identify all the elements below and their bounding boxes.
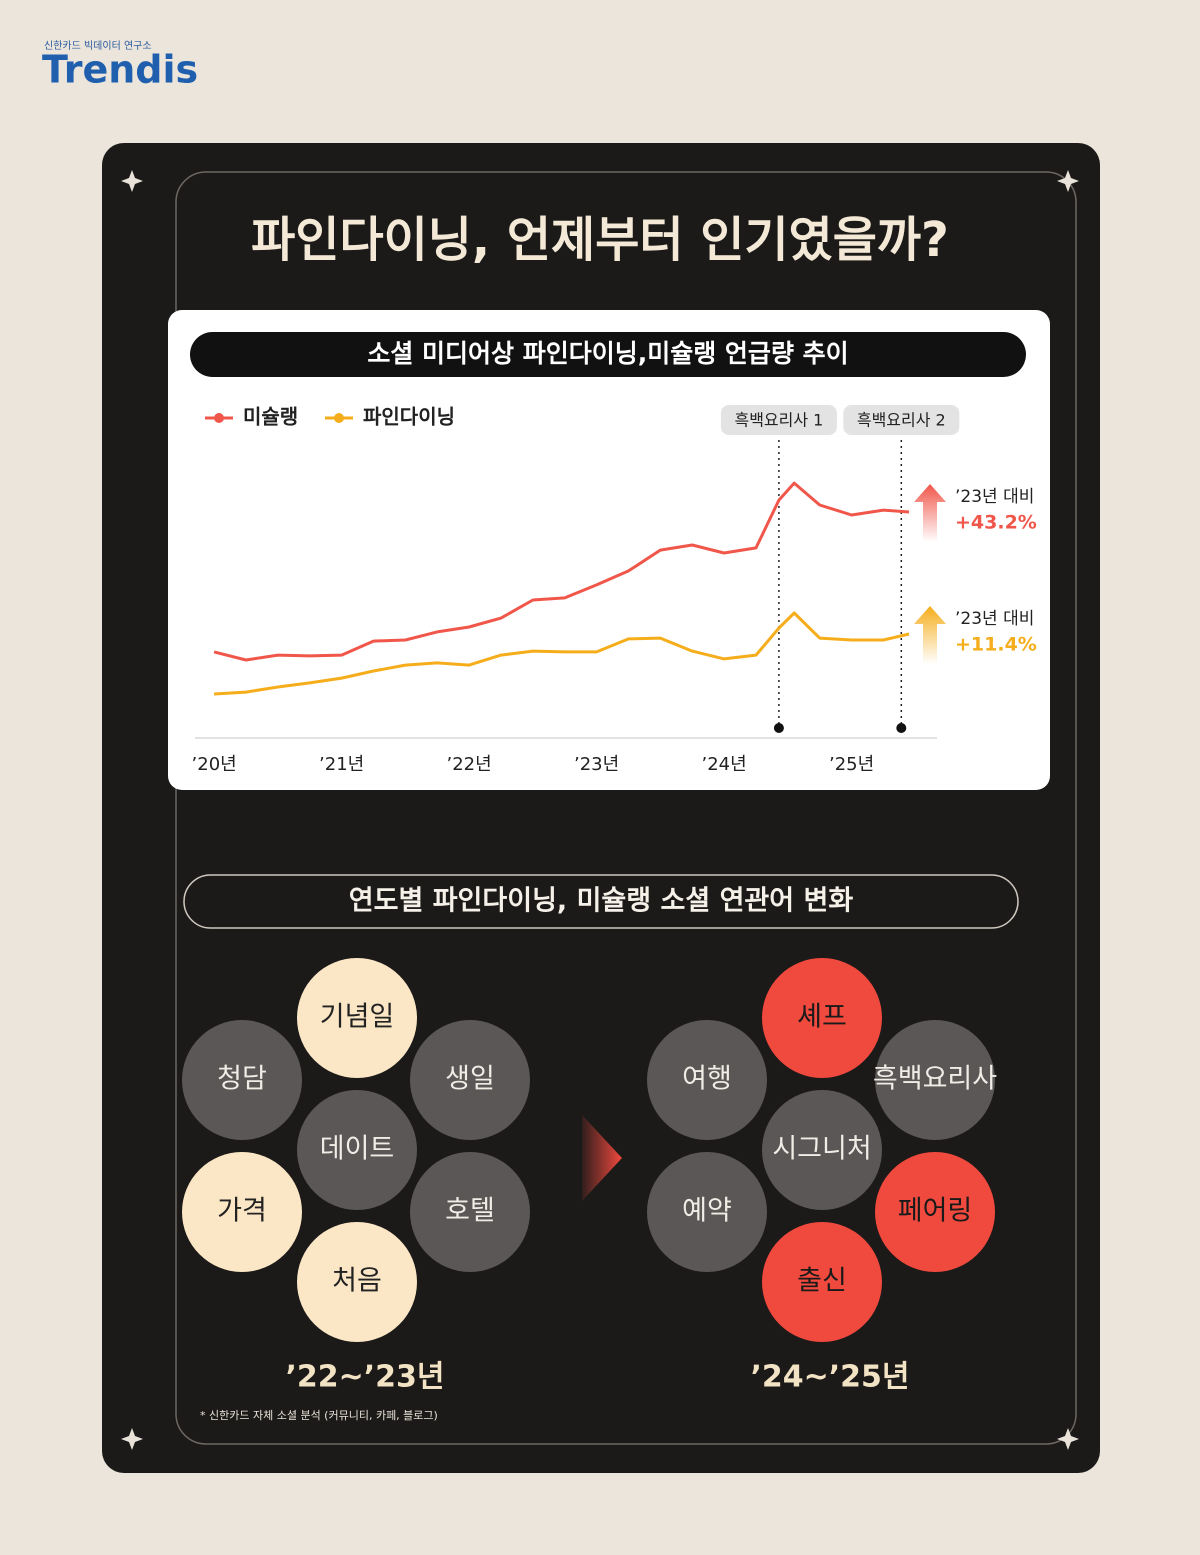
brand-logo: Trendis: [42, 48, 198, 92]
keyword: 가격: [217, 1196, 267, 1227]
card-frame: [175, 171, 1077, 1445]
keyword: 청담: [217, 1064, 267, 1095]
keyword-bubble: [762, 1222, 882, 1342]
keyword-bubble: [647, 1152, 767, 1272]
change-caption: ’23년 대비: [955, 487, 1034, 507]
change-value: +11.4%: [955, 634, 1037, 656]
change-caption: ’23년 대비: [955, 609, 1034, 629]
x-tick-label: ’20년: [192, 754, 237, 775]
org-name: 신한카드 빅데이터 연구소: [44, 40, 152, 52]
keyword: 예약: [682, 1196, 732, 1227]
sparkles: [121, 170, 1079, 1450]
main-title: 파인다이닝, 언제부터 인기였을까?: [251, 212, 949, 268]
event-dot: [773, 723, 784, 733]
legend-dot: [214, 413, 224, 423]
chart-title: 소셜 미디어상 파인다이닝,미슐랭 언급량 추이: [367, 339, 848, 368]
chart-panel: [168, 310, 1050, 790]
keyword: 처음: [332, 1266, 382, 1297]
keyword-bubble: [410, 1152, 530, 1272]
change-arrow: [914, 606, 946, 665]
keyword-bubble: [875, 1152, 995, 1272]
keyword: 페어링: [898, 1196, 973, 1227]
keyword-bubble: [647, 1020, 767, 1140]
keywords-title: 연도별 파인다이닝, 미슐랭 소셜 연관어 변화: [349, 886, 854, 917]
group-label: ’24~’25년: [750, 1360, 909, 1395]
keyword: 출신: [797, 1266, 847, 1297]
change-value: +43.2%: [955, 512, 1037, 534]
keyword: 데이트: [320, 1134, 395, 1165]
legend-label: 미슐랭: [243, 405, 298, 429]
keyword-bubble: [875, 1020, 995, 1140]
keyword-bubble: [297, 958, 417, 1078]
keyword: 호텔: [445, 1196, 495, 1227]
event-label: 흑백요리사 2: [857, 411, 946, 430]
x-tick-label: ’23년: [574, 754, 619, 775]
x-tick-label: ’25년: [829, 754, 874, 775]
keyword-bubble: [410, 1020, 530, 1140]
footnote: * 신한카드 자체 소셜 분석 (커뮤니티, 카페, 블로그): [200, 1409, 438, 1422]
keyword: 여행: [682, 1064, 732, 1095]
keyword-bubble: [297, 1222, 417, 1342]
event-pill: [720, 405, 837, 435]
keyword-bubble: [182, 1020, 302, 1140]
legend-dot: [334, 413, 344, 423]
keyword: 셰프: [797, 1002, 847, 1033]
keyword-bubble: [762, 1090, 882, 1210]
change-arrow: [582, 1115, 622, 1201]
series-line: [214, 611, 910, 696]
x-tick-label: ’24년: [701, 754, 746, 775]
keyword-bubble: [182, 1152, 302, 1272]
group-label: ’22~’23년: [285, 1360, 444, 1395]
keyword-bubble: [297, 1090, 417, 1210]
legend-label: 파인다이닝: [363, 405, 455, 429]
event-label: 흑백요리사 1: [734, 411, 823, 430]
keyword: 시그니처: [772, 1134, 871, 1165]
keyword: 생일: [445, 1064, 495, 1095]
keyword: 흑백요리사: [873, 1064, 997, 1095]
change-arrow: [914, 484, 946, 543]
chart-title-pill: [190, 332, 1026, 377]
event-dot: [896, 723, 907, 733]
x-tick-label: ’21년: [319, 754, 364, 775]
series-line: [213, 481, 910, 662]
keyword-bubble: [762, 958, 882, 1078]
keyword: 기념일: [320, 1002, 395, 1033]
event-pill: [843, 405, 960, 435]
x-tick-label: ’22년: [447, 754, 492, 775]
keywords-title-pill: [183, 874, 1019, 929]
